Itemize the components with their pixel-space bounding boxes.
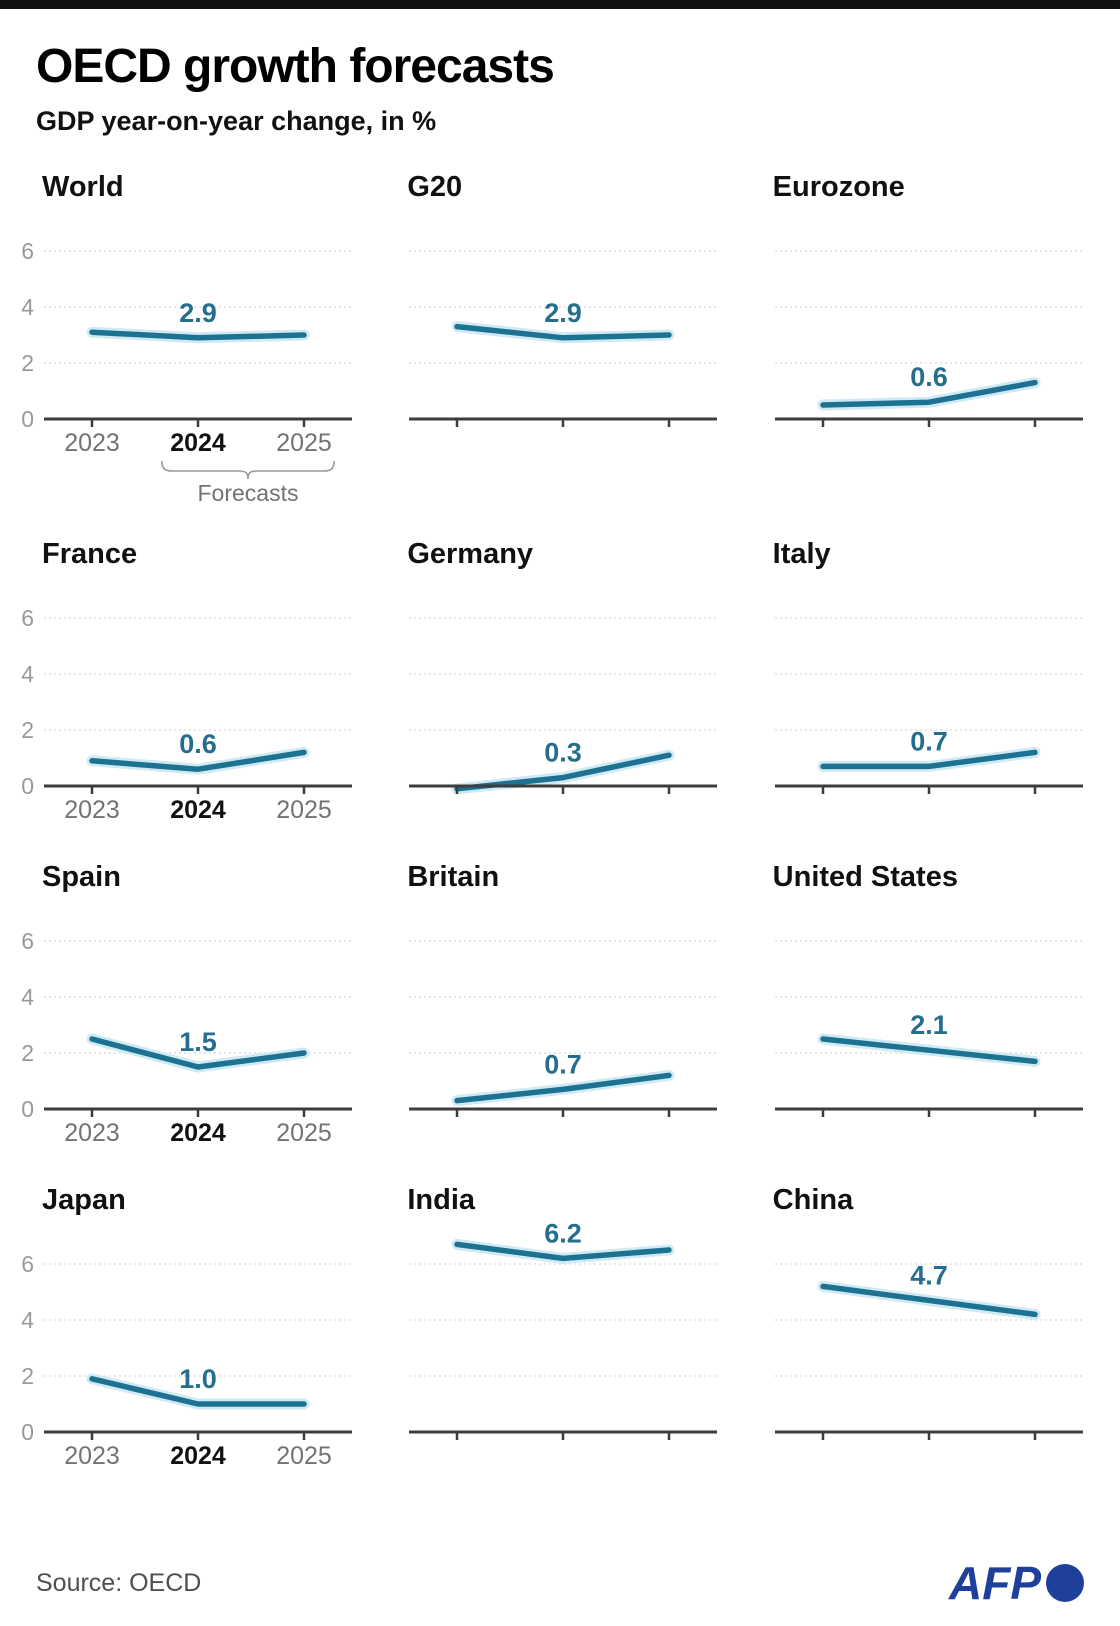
source-label: Source: OECD [36, 1568, 202, 1597]
data-line [454, 323, 673, 341]
header: OECD growth forecasts GDP year-on-year c… [0, 9, 1120, 137]
plot-japan: 0 2 4 6 1.0 2023 2024 2025 [21, 1251, 352, 1470]
x-tick-label: 2025 [276, 796, 332, 824]
plot-united-states: 2.1 [774, 940, 1083, 1117]
x-tick-label: 2023 [64, 1442, 120, 1470]
plot-spain: 0 2 4 6 1.5 2023 2024 2025 [21, 928, 352, 1147]
chart-title: World [42, 171, 124, 203]
chart-g20: G20 2.9 [377, 171, 742, 512]
x-tick-label: 2023 [64, 796, 120, 824]
y-tick-label: 2 [21, 1040, 34, 1066]
forecast-label: Forecasts [198, 480, 299, 506]
x-tick-label: 2024 [170, 796, 226, 824]
x-tick-label: 2023 [64, 1119, 120, 1147]
y-tick-label: 6 [21, 238, 34, 264]
data-line [819, 379, 1038, 408]
value-label: 2.1 [910, 1010, 948, 1040]
afp-logo-circle-icon [1046, 1564, 1084, 1602]
y-tick-label: 6 [21, 1251, 34, 1277]
chart-united-states: United States 2.1 [743, 861, 1108, 1158]
forecast-brace [161, 460, 335, 480]
data-line [819, 749, 1038, 770]
plot-world: 0 2 4 6 2.9 2023 2024 2025 Forecasts [21, 238, 352, 506]
plot-g20: 2.9 [409, 250, 718, 427]
value-label: 0.7 [910, 726, 948, 756]
chart-title: China [772, 1184, 854, 1216]
data-line [89, 1036, 307, 1070]
data-line [454, 1241, 673, 1262]
value-label: 0.3 [545, 738, 583, 768]
x-tick-label: 2025 [276, 429, 332, 457]
y-tick-label: 4 [21, 661, 34, 687]
chart-spain: Spain 0 2 4 6 1.5 2023 2024 2025 [12, 861, 377, 1158]
data-line [89, 329, 307, 341]
y-tick-label: 0 [21, 773, 34, 799]
footer: Source: OECD AFP [0, 1556, 1120, 1610]
plot-france: 0 2 4 6 0.6 2023 2024 2025 [21, 605, 352, 824]
chart-china: China 4.7 [743, 1184, 1108, 1481]
plot-germany: 0.3 [409, 617, 718, 795]
value-label: 0.7 [545, 1049, 583, 1079]
value-label: 2.9 [545, 298, 583, 328]
y-tick-label: 0 [21, 1096, 34, 1122]
chart-title: Britain [407, 861, 500, 893]
chart-india: India 6.2 [377, 1184, 742, 1481]
y-tick-label: 6 [21, 928, 34, 954]
plot-china: 4.7 [774, 1260, 1083, 1440]
value-label: 1.0 [179, 1364, 217, 1394]
x-tick-label: 2025 [276, 1119, 332, 1147]
chart-title: United States [772, 861, 958, 893]
y-tick-label: 4 [21, 984, 34, 1010]
data-line [819, 1036, 1038, 1065]
chart-title: Eurozone [772, 171, 905, 203]
x-tick-label: 2024 [170, 1119, 226, 1147]
plot-italy: 0.7 [774, 617, 1083, 794]
chart-germany: Germany 0.3 [377, 538, 742, 835]
y-tick-label: 4 [21, 1307, 34, 1333]
x-tick-label: 2023 [64, 429, 120, 457]
plot-india: 6.2 [409, 1218, 718, 1440]
chart-title: France [42, 538, 138, 570]
data-line [454, 1072, 673, 1104]
y-tick-label: 2 [21, 1363, 34, 1389]
chart-eurozone: Eurozone 0.6 [743, 171, 1108, 512]
value-label: 6.2 [545, 1222, 583, 1248]
chart-france: France 0 2 4 6 0.6 2023 2024 2025 [12, 538, 377, 835]
value-label: 4.7 [910, 1260, 948, 1290]
value-label: 0.6 [179, 729, 217, 759]
data-line [819, 1283, 1038, 1318]
chart-title: Germany [407, 538, 534, 570]
chart-title: Spain [42, 861, 121, 893]
chart-britain: Britain 0.7 [377, 861, 742, 1158]
plot-eurozone: 0.6 [774, 250, 1083, 427]
chart-title: India [407, 1184, 475, 1216]
value-label: 2.9 [179, 298, 217, 328]
x-tick-label: 2025 [276, 1442, 332, 1470]
plot-britain: 0.7 [409, 940, 718, 1117]
chart-japan: Japan 0 2 4 6 1.0 2023 2024 2025 [12, 1184, 377, 1481]
value-label: 0.6 [910, 362, 948, 392]
top-bar [0, 0, 1120, 9]
y-tick-label: 6 [21, 605, 34, 631]
chart-title: Italy [772, 538, 831, 570]
y-tick-label: 0 [21, 406, 34, 432]
x-tick-label: 2024 [170, 429, 226, 457]
y-tick-label: 0 [21, 1419, 34, 1445]
x-tick-label: 2024 [170, 1442, 226, 1470]
page-subtitle: GDP year-on-year change, in % [36, 106, 437, 136]
value-label: 1.5 [179, 1027, 217, 1057]
charts-grid: World 0 2 4 6 2.9 2023 2024 2025 Forecasts G20 2.9 E… [0, 171, 1120, 1481]
data-line [89, 749, 307, 772]
y-tick-label: 2 [21, 350, 34, 376]
chart-title: Japan [42, 1184, 126, 1216]
chart-title: G20 [407, 171, 463, 203]
chart-world: World 0 2 4 6 2.9 2023 2024 2025 Forecasts [12, 171, 377, 512]
y-tick-label: 2 [21, 717, 34, 743]
y-tick-label: 4 [21, 294, 34, 320]
chart-italy: Italy 0.7 [743, 538, 1108, 835]
page-title: OECD growth forecasts [36, 40, 555, 93]
afp-logo-text: AFP [949, 1557, 1041, 1609]
data-line [89, 1376, 307, 1407]
afp-logo: AFP [949, 1556, 1084, 1610]
